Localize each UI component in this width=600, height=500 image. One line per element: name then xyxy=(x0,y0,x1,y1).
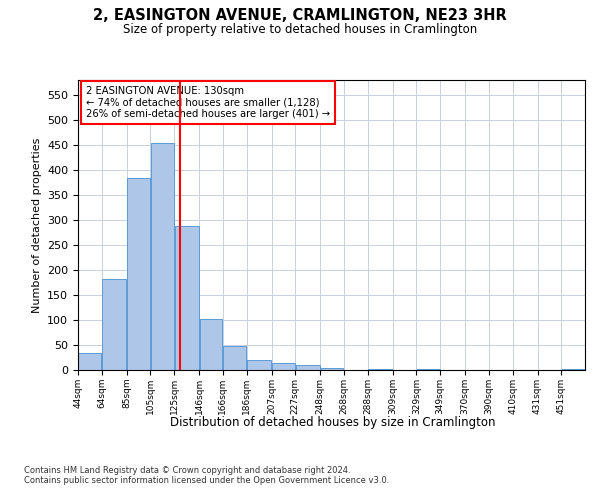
Bar xyxy=(296,365,320,370)
Text: Size of property relative to detached houses in Cramlington: Size of property relative to detached ho… xyxy=(123,22,477,36)
Bar xyxy=(102,278,126,370)
Text: 2, EASINGTON AVENUE, CRAMLINGTON, NE23 3HR: 2, EASINGTON AVENUE, CRAMLINGTON, NE23 3… xyxy=(93,8,507,22)
Bar xyxy=(368,368,392,370)
Text: Contains public sector information licensed under the Open Government Licence v3: Contains public sector information licen… xyxy=(24,476,389,485)
Bar xyxy=(417,368,440,370)
Bar xyxy=(562,368,584,370)
Text: Distribution of detached houses by size in Cramlington: Distribution of detached houses by size … xyxy=(170,416,496,429)
Bar xyxy=(320,368,343,370)
Text: 2 EASINGTON AVENUE: 130sqm
← 74% of detached houses are smaller (1,128)
26% of s: 2 EASINGTON AVENUE: 130sqm ← 74% of deta… xyxy=(86,86,330,119)
Text: Contains HM Land Registry data © Crown copyright and database right 2024.: Contains HM Land Registry data © Crown c… xyxy=(24,466,350,475)
Bar xyxy=(151,142,174,370)
Bar xyxy=(247,360,271,370)
Bar xyxy=(223,346,246,370)
Bar xyxy=(79,352,101,370)
Bar xyxy=(175,226,199,370)
Bar xyxy=(200,318,223,370)
Bar xyxy=(127,178,150,370)
Y-axis label: Number of detached properties: Number of detached properties xyxy=(32,138,41,312)
Bar xyxy=(272,362,295,370)
